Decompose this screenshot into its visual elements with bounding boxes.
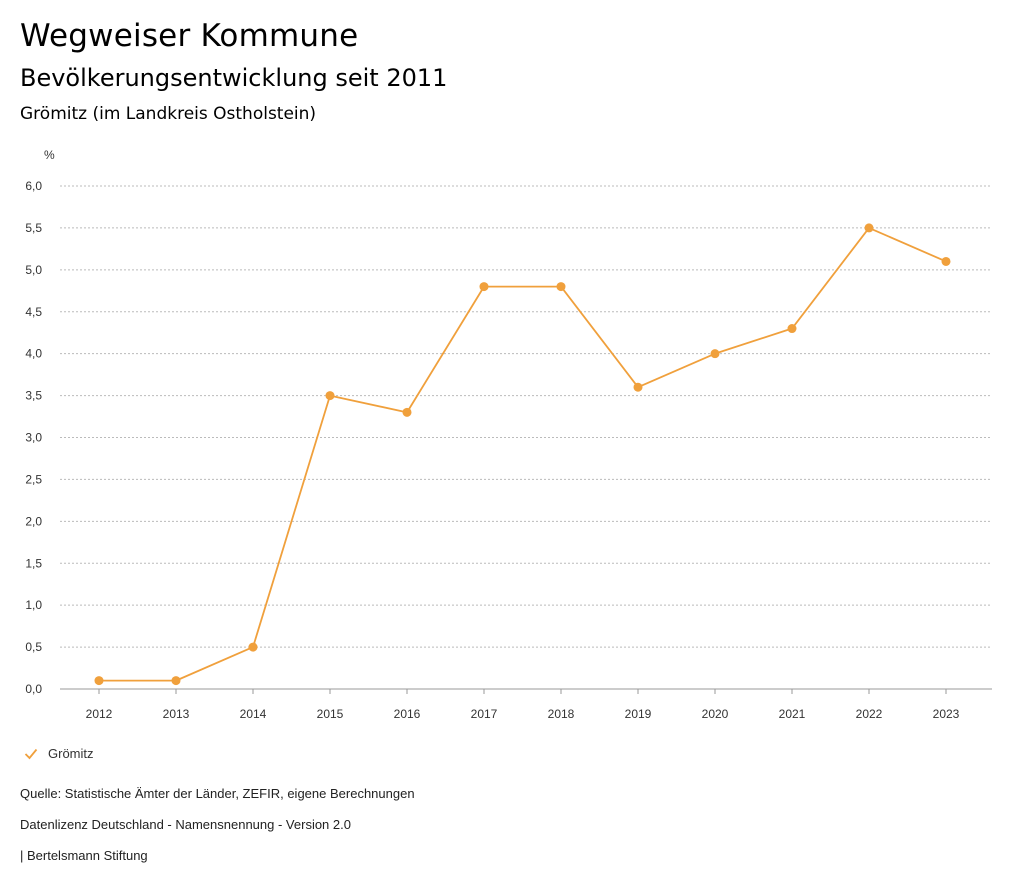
data-point[interactable] (787, 324, 797, 334)
y-tick-label: 5,0 (25, 263, 42, 277)
legend[interactable]: Grömitz (24, 746, 94, 761)
series-line (99, 227, 947, 682)
y-tick-label: 1,5 (25, 556, 42, 570)
x-tick-label: 2023 (933, 707, 960, 721)
data-point[interactable] (94, 676, 104, 686)
x-tick-label: 2022 (856, 707, 883, 721)
y-tick-label: 5,5 (25, 221, 42, 235)
line-chart: % 0,0 0,5 1,0 1,5 2,0 2,5 3,0 3,5 4,0 4,5 5,0 5,5 6,… (25, 148, 992, 721)
y-tick-label: 1,0 (25, 598, 42, 612)
y-tick-label: 0,5 (25, 640, 42, 654)
check-icon (24, 748, 38, 759)
x-tick-label: 2015 (317, 707, 344, 721)
data-point[interactable] (171, 676, 181, 686)
y-tick-label: 2,0 (25, 514, 42, 528)
series-groemitz (94, 223, 951, 686)
x-tick-label: 2021 (779, 707, 806, 721)
x-tick-label: 2014 (240, 707, 267, 721)
grid-lines (60, 185, 992, 690)
publisher-note: | Bertelsmann Stiftung (20, 848, 148, 863)
x-tick-label: 2018 (548, 707, 575, 721)
license-note: Datenlizenz Deutschland - Namensnennung … (20, 817, 351, 832)
data-point[interactable] (248, 642, 258, 652)
data-point[interactable] (556, 282, 566, 292)
legend-label: Grömitz (48, 746, 94, 761)
x-tick-label: 2016 (394, 707, 421, 721)
x-tick-label: 2020 (702, 707, 729, 721)
data-point[interactable] (941, 256, 951, 266)
y-tick-label: 6,0 (25, 179, 42, 193)
x-tick-label: 2013 (163, 707, 190, 721)
data-point[interactable] (864, 223, 874, 233)
x-tick-label: 2019 (625, 707, 652, 721)
data-point[interactable] (710, 349, 720, 359)
y-tick-label: 3,0 (25, 431, 42, 445)
x-axis: 2012 2013 2014 2015 2016 2017 2018 2019 2020 2021… (60, 688, 992, 721)
y-axis-unit: % (44, 148, 55, 162)
chart-subtitle: Bevölkerungsentwicklung seit 2011 (20, 64, 448, 92)
data-point[interactable] (479, 282, 489, 292)
y-tick-label: 2,5 (25, 472, 42, 486)
source-note: Quelle: Statistische Ämter der Länder, Z… (20, 786, 415, 801)
region-title: Grömitz (im Landkreis Ostholstein) (20, 104, 317, 124)
data-point[interactable] (402, 407, 412, 417)
page-title: Wegweiser Kommune (20, 18, 359, 54)
y-tick-label: 4,5 (25, 305, 42, 319)
y-tick-label: 0,0 (25, 682, 42, 696)
y-axis-ticks: 0,0 0,5 1,0 1,5 2,0 2,5 3,0 3,5 4,0 4,5 5,0 5,5 6,0 (25, 179, 42, 696)
y-tick-label: 4,0 (25, 347, 42, 361)
y-tick-label: 3,5 (25, 389, 42, 403)
x-tick-label: 2012 (86, 707, 113, 721)
x-tick-label: 2017 (471, 707, 498, 721)
data-point[interactable] (633, 382, 643, 392)
data-point[interactable] (325, 391, 335, 401)
